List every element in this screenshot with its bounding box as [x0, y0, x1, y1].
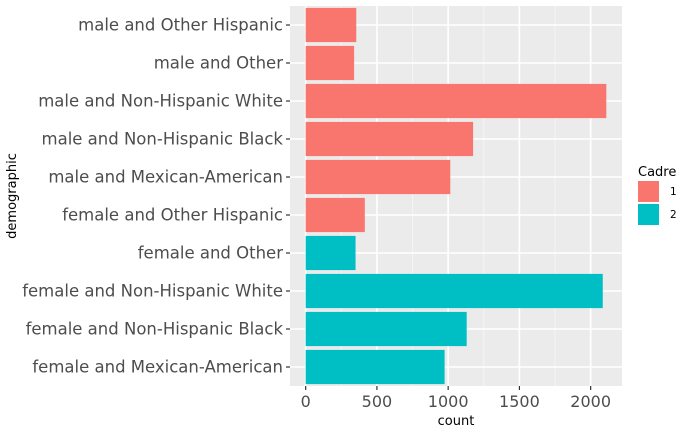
y-tick-label: female and Mexican-American [32, 358, 283, 377]
y-tick-label: male and Non-Hispanic White [38, 92, 283, 111]
bar [305, 7, 357, 43]
y-tick-label: female and Non-Hispanic White [22, 282, 283, 301]
y-tick-label: female and Other [138, 244, 283, 263]
x-tick-label: 1500 [499, 392, 540, 411]
bar [305, 235, 356, 271]
legend-label: 1 [670, 186, 677, 198]
y-axis-title: demographic [5, 153, 20, 239]
x-tick-label: 0 [301, 392, 311, 411]
bar [305, 45, 355, 81]
bar [305, 311, 467, 347]
y-axis: female and Mexican-American female and No… [22, 16, 290, 377]
bar [305, 349, 445, 385]
x-axis: 0 500 1000 1500 2000 [301, 386, 611, 411]
bars [305, 7, 607, 385]
bar [305, 83, 607, 119]
x-tick-label: 500 [362, 392, 393, 411]
bar [305, 273, 603, 309]
legend-key [638, 204, 659, 225]
y-tick-label: male and Other Hispanic [78, 16, 283, 35]
legend-label: 2 [670, 209, 677, 221]
bar [305, 159, 451, 195]
x-axis-title: count [438, 414, 475, 429]
legend-key [638, 181, 659, 202]
legend: Cadre 1 2 [638, 165, 677, 225]
y-tick-label: female and Other Hispanic [62, 206, 283, 225]
bar [305, 197, 365, 233]
bar [305, 121, 474, 157]
y-tick-label: female and Non-Hispanic Black [26, 320, 284, 339]
x-tick-label: 2000 [570, 392, 611, 411]
y-tick-label: male and Mexican-American [48, 168, 283, 187]
y-tick-label: male and Other [154, 54, 284, 73]
y-tick-label: male and Non-Hispanic Black [42, 130, 284, 149]
legend-title: Cadre [638, 165, 676, 180]
x-tick-label: 1000 [428, 392, 469, 411]
